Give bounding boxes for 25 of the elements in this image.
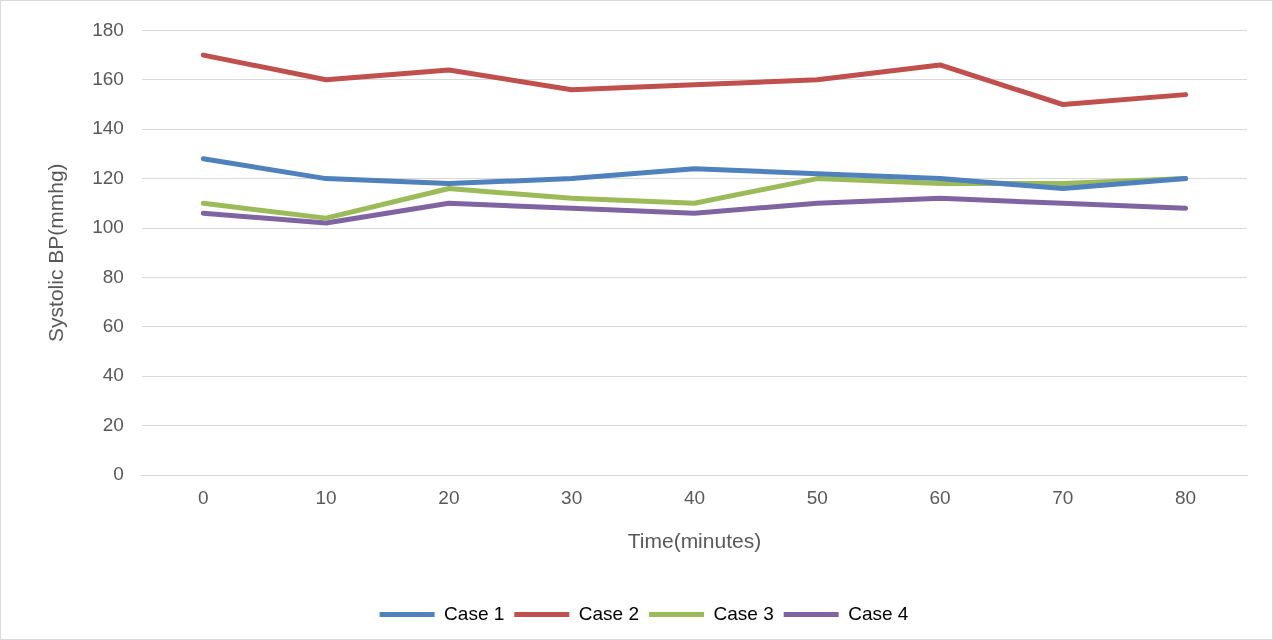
x-tick-label: 40: [683, 486, 706, 508]
x-tick-label: 30: [561, 486, 583, 508]
y-tick-label: 100: [92, 216, 124, 238]
x-axis-title: Time(minutes): [627, 529, 762, 553]
legend-label: Case 4: [848, 602, 909, 624]
legend-label: Case 2: [578, 602, 639, 624]
x-tick-label: 0: [198, 486, 209, 508]
y-tick-label: 60: [102, 315, 124, 337]
y-axis-title: Systolic BP(mmhg): [44, 163, 68, 342]
x-tick-label: 20: [438, 486, 460, 508]
x-tick-label: 50: [806, 486, 828, 508]
y-tick-label: 180: [92, 18, 124, 40]
x-tick-label: 10: [315, 486, 337, 508]
y-tick-label: 80: [102, 265, 124, 287]
y-tick-label: 20: [102, 413, 124, 435]
x-tick-label: 80: [1175, 486, 1197, 508]
y-tick-label: 40: [102, 364, 124, 386]
x-tick-label: 60: [929, 486, 951, 508]
y-tick-label: 0: [113, 463, 124, 485]
legend-label: Case 1: [444, 602, 505, 624]
y-tick-label: 160: [92, 68, 124, 90]
x-tick-label: 70: [1052, 486, 1074, 508]
y-tick-label: 140: [92, 117, 124, 139]
y-tick-label: 120: [92, 166, 124, 188]
legend-label: Case 3: [713, 602, 774, 624]
